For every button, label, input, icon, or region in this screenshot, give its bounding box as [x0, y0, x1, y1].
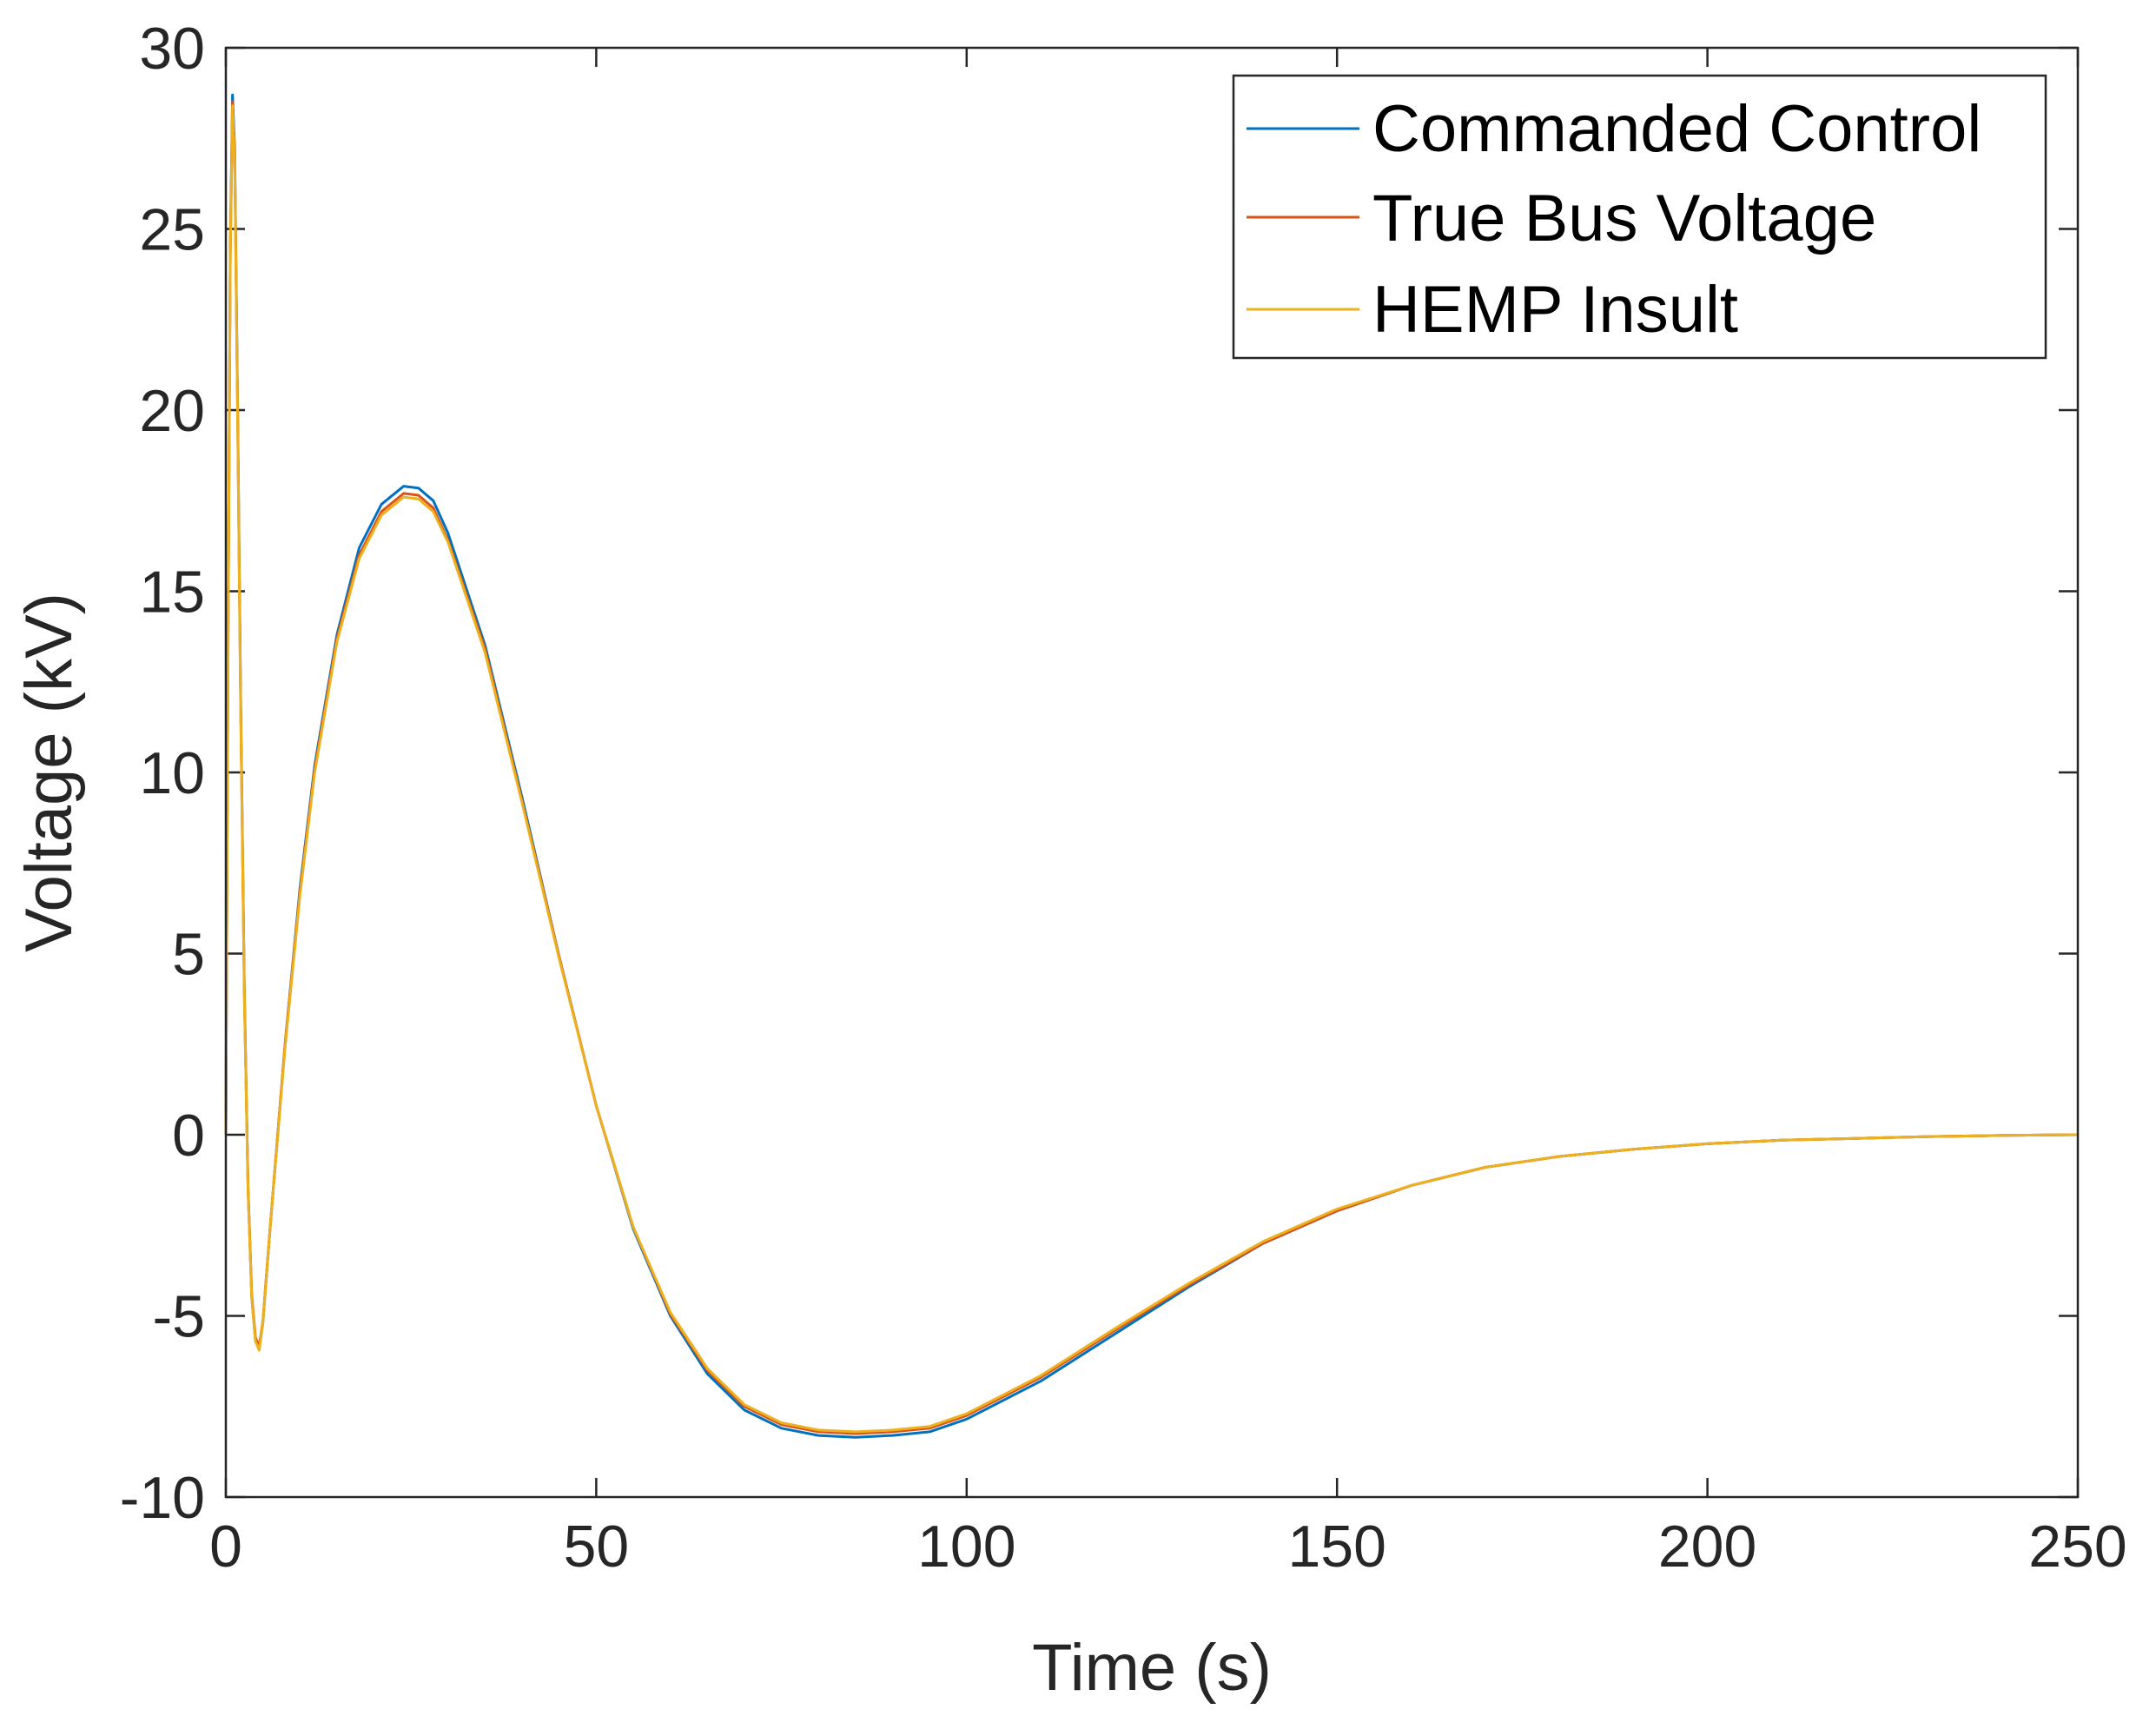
- y-tick-label: 30: [139, 16, 205, 82]
- legend: Commanded Control True Bus Voltage HEMP …: [1232, 74, 2047, 360]
- tick-labels-layer: 0 50 100 150 200 250 -10 -5 0 5 10 15 20 25 30: [120, 16, 2127, 1580]
- y-tick-label: 20: [139, 378, 205, 444]
- legend-label-commanded-control: Commanded Control: [1372, 92, 1981, 166]
- x-tick-label: 50: [564, 1514, 630, 1580]
- y-tick-label: -5: [153, 1284, 205, 1350]
- y-tick-label: -10: [120, 1465, 205, 1531]
- y-tick-label: 0: [172, 1103, 205, 1169]
- y-axis-label: Voltage (kV): [12, 593, 86, 952]
- series-line-hemp-insult: [224, 104, 2079, 1434]
- x-tick-label: 150: [1287, 1514, 1386, 1580]
- x-tick-label: 200: [1658, 1514, 1756, 1580]
- legend-label-hemp-insult: HEMP Insult: [1372, 273, 1738, 347]
- y-tick-label: 15: [139, 560, 205, 626]
- plot-area-frame: [224, 46, 2080, 1499]
- legend-label-true-bus-voltage: True Bus Voltage: [1372, 182, 1876, 255]
- x-axis-label: Time (s): [1032, 1631, 1272, 1705]
- y-tick-label: 10: [139, 740, 205, 806]
- x-tick-label: 250: [2028, 1514, 2126, 1580]
- legend-box: [1232, 74, 2047, 360]
- x-tick-label: 100: [917, 1514, 1015, 1580]
- y-tick-label: 5: [172, 922, 205, 988]
- series-layer: [224, 93, 2079, 1439]
- x-tick-label: 0: [209, 1514, 242, 1580]
- y-tick-label: 25: [139, 197, 205, 263]
